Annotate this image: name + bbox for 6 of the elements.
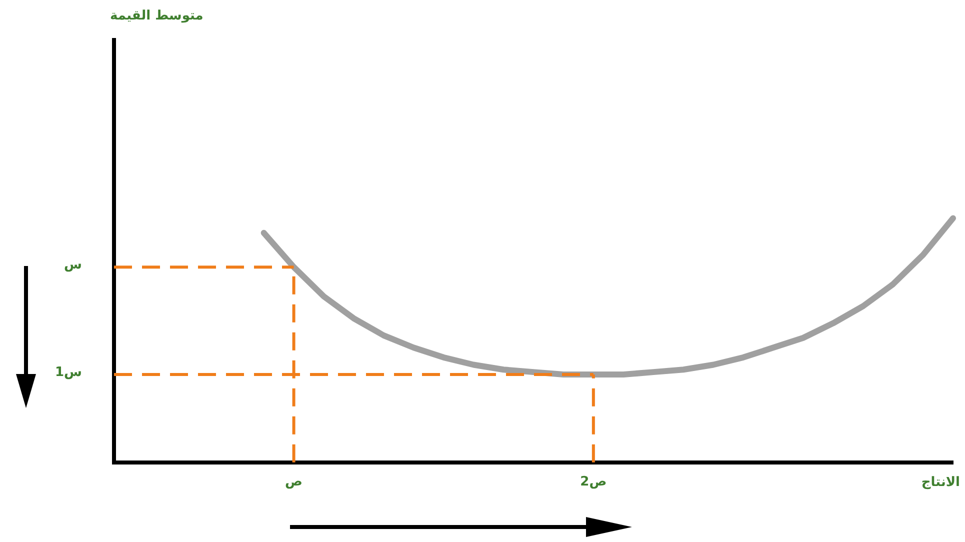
x-tick-label: ص xyxy=(285,474,303,490)
text: متوسط القيمة xyxy=(110,8,204,24)
ref-line-label: س xyxy=(64,257,82,272)
x-axis-title: الانتاج xyxy=(921,474,960,490)
x-tick-label: ص2 xyxy=(580,474,607,490)
ref-line-label: س1 xyxy=(55,364,82,380)
